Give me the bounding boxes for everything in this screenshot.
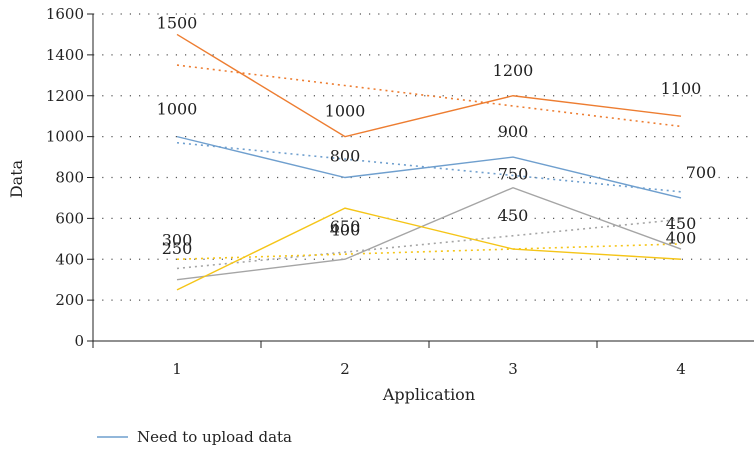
legend: Need to upload data [97,428,292,446]
y-tick-label: 600 [55,209,84,227]
data-label: 900 [498,122,529,141]
y-tick-label: 400 [55,250,84,268]
legend-entry: Need to upload data [137,428,292,446]
y-tick-label: 1600 [46,5,84,23]
data-label: 800 [330,147,361,166]
series-line-1 [176,135,682,199]
x-tick-label: 4 [676,360,686,378]
data-label: 1000 [325,102,366,121]
data-label: 1500 [157,13,198,32]
series-lines [176,33,682,291]
data-label: 400 [666,228,697,247]
data-label: 700 [686,163,717,182]
y-tick-label: 1400 [46,46,84,64]
trendline-series-2 [176,64,682,128]
data-label: 1000 [157,100,198,119]
series-line-2 [176,33,682,138]
y-tick-label: 1200 [46,87,84,105]
y-axis-label: Data [7,159,26,198]
data-label: 750 [498,165,529,184]
data-label: 650 [330,217,361,236]
series-line-4 [176,207,682,291]
data-labels: 1000 800 900 700 1500 1000 1200 1100 300 400 750 45… [157,13,717,257]
data-label: 1100 [661,79,702,98]
x-tick-label: 2 [340,360,350,378]
data-label: 400 [330,220,361,239]
y-tick-label: 800 [55,169,84,187]
data-label: 450 [498,206,529,225]
data-label: 1200 [493,61,534,80]
x-tick-label: 3 [508,360,518,378]
data-label: 250 [162,239,193,258]
x-tick-label: 1 [172,360,182,378]
x-axis-ticks: 1 2 3 4 [92,341,686,378]
y-tick-label: 0 [74,332,84,350]
trendline-series-4 [176,243,682,261]
x-axis-label: Application [382,385,475,404]
series-line-3 [176,186,682,281]
trendline-series-3 [176,218,682,270]
data-label: 450 [666,214,697,233]
y-tick-label: 1000 [46,128,84,146]
y-tick-label: 200 [55,291,84,309]
data-label: 300 [162,231,193,250]
y-axis-ticks: 0 200 400 600 800 1000 1200 1400 1600 [46,5,93,350]
